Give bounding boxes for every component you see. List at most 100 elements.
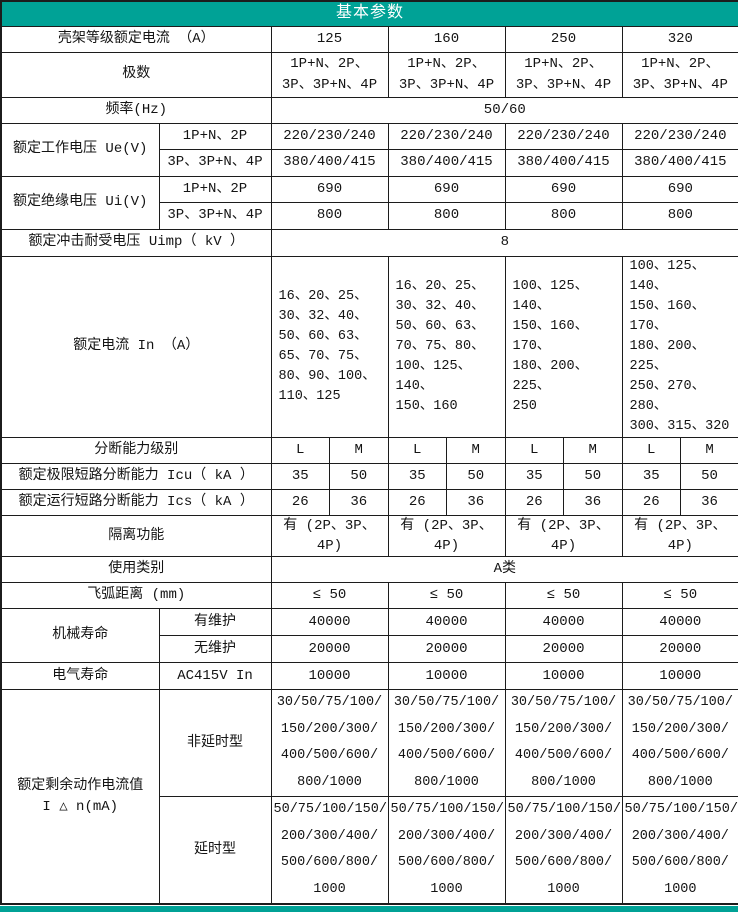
frame-current-label: 壳架等级额定电流 （A） xyxy=(1,26,271,52)
ui-value: 800 xyxy=(622,202,738,229)
frame-current-value: 160 xyxy=(388,26,505,52)
isolation-value: 有 (2P、3P、4P) xyxy=(388,515,505,557)
rcd-value: 50/75/100/150/ 200/300/400/ 500/600/800/… xyxy=(388,797,505,905)
rcd-sub-label: 延时型 xyxy=(159,797,271,905)
ui-sub-label: 3P、3P+N、4P xyxy=(159,202,271,229)
arc-distance-value: ≤ 50 xyxy=(271,583,388,609)
ue-sub-label: 3P、3P+N、4P xyxy=(159,149,271,176)
frame-current-value: 125 xyxy=(271,26,388,52)
ue-value: 380/400/415 xyxy=(271,149,388,176)
category-value: A类 xyxy=(271,557,738,583)
poles-label: 极数 xyxy=(1,52,271,97)
elec-life-value: 10000 xyxy=(505,663,622,690)
icu-value: 35 xyxy=(388,463,447,489)
uimp-value: 8 xyxy=(271,229,738,256)
elec-life-label: 电气寿命 xyxy=(1,663,159,690)
mech-life-value: 40000 xyxy=(505,609,622,636)
elec-life-value: 10000 xyxy=(271,663,388,690)
frequency-label: 频率(Hz) xyxy=(1,97,271,123)
icu-label: 额定极限短路分断能力 Icu（ kA ） xyxy=(1,463,271,489)
table-row: 频率(Hz) 50/60 xyxy=(1,97,738,123)
rcd-value: 30/50/75/100/ 150/200/300/ 400/500/600/ … xyxy=(622,690,738,797)
ui-value: 800 xyxy=(271,202,388,229)
table-row: 额定绝缘电压 Ui(V) 1P+N、2P 690 690 690 690 xyxy=(1,176,738,202)
frequency-value: 50/60 xyxy=(271,97,738,123)
icu-value: 50 xyxy=(330,463,389,489)
table-row: 分断能力级别 L M L M L M L M xyxy=(1,437,738,463)
ics-value: 26 xyxy=(271,489,330,515)
mech-life-value: 20000 xyxy=(388,636,505,663)
elec-life-sub-label: AC415V In xyxy=(159,663,271,690)
category-label: 使用类别 xyxy=(1,557,271,583)
rcd-value: 50/75/100/150/ 200/300/400/ 500/600/800/… xyxy=(622,797,738,905)
breaking-level-value: L xyxy=(505,437,564,463)
table-row: 使用类别 A类 xyxy=(1,557,738,583)
arc-distance-value: ≤ 50 xyxy=(388,583,505,609)
ui-value: 690 xyxy=(271,176,388,202)
arc-distance-value: ≤ 50 xyxy=(505,583,622,609)
elec-life-value: 10000 xyxy=(388,663,505,690)
table-row: 额定冲击耐受电压 Uimp（ kV ） 8 xyxy=(1,229,738,256)
ui-value: 800 xyxy=(388,202,505,229)
rcd-value: 30/50/75/100/ 150/200/300/ 400/500/600/ … xyxy=(271,690,388,797)
table-row: 飞弧距离 (mm) ≤ 50 ≤ 50 ≤ 50 ≤ 50 xyxy=(1,583,738,609)
rcd-value: 50/75/100/150/ 200/300/400/ 500/600/800/… xyxy=(271,797,388,905)
table-row: 极数 1P+N、2P、 3P、3P+N、4P 1P+N、2P、 3P、3P+N、… xyxy=(1,52,738,97)
ue-value: 220/230/240 xyxy=(622,123,738,149)
rated-current-value: 100、125、140、 150、160、170、 180、200、225、 2… xyxy=(622,256,738,437)
bottom-accent-bar xyxy=(0,906,738,912)
ue-value: 380/400/415 xyxy=(388,149,505,176)
mech-life-value: 40000 xyxy=(388,609,505,636)
ue-value: 380/400/415 xyxy=(505,149,622,176)
rcd-value: 50/75/100/150/ 200/300/400/ 500/600/800/… xyxy=(505,797,622,905)
ue-value: 220/230/240 xyxy=(271,123,388,149)
breaking-level-value: M xyxy=(330,437,389,463)
ui-value: 690 xyxy=(505,176,622,202)
rcd-value: 30/50/75/100/ 150/200/300/ 400/500/600/ … xyxy=(505,690,622,797)
table-title: 基本参数 xyxy=(1,1,738,26)
ue-value: 220/230/240 xyxy=(388,123,505,149)
ics-value: 36 xyxy=(681,489,738,515)
ue-value: 220/230/240 xyxy=(505,123,622,149)
ue-sub-label: 1P+N、2P xyxy=(159,123,271,149)
mech-life-value: 40000 xyxy=(622,609,738,636)
ics-value: 26 xyxy=(388,489,447,515)
icu-value: 35 xyxy=(622,463,681,489)
mech-life-value: 40000 xyxy=(271,609,388,636)
mech-life-value: 20000 xyxy=(505,636,622,663)
rated-current-value: 16、20、25、 30、32、40、 50、60、63、 70、75、80、 … xyxy=(388,256,505,437)
rated-current-value: 100、125、140、 150、160、170、 180、200、225、 2… xyxy=(505,256,622,437)
breaking-level-value: L xyxy=(388,437,447,463)
icu-value: 35 xyxy=(271,463,330,489)
ics-label: 额定运行短路分断能力 Ics（ kA ） xyxy=(1,489,271,515)
table-row: 额定工作电压 Ue(V) 1P+N、2P 220/230/240 220/230… xyxy=(1,123,738,149)
ui-sub-label: 1P+N、2P xyxy=(159,176,271,202)
table-row: 隔离功能 有 (2P、3P、4P) 有 (2P、3P、4P) 有 (2P、3P、… xyxy=(1,515,738,557)
ics-value: 36 xyxy=(330,489,389,515)
icu-value: 50 xyxy=(447,463,506,489)
poles-value: 1P+N、2P、 3P、3P+N、4P xyxy=(622,52,738,97)
ics-value: 26 xyxy=(505,489,564,515)
poles-value: 1P+N、2P、 3P、3P+N、4P xyxy=(271,52,388,97)
rcd-sub-label: 非延时型 xyxy=(159,690,271,797)
poles-value: 1P+N、2P、 3P、3P+N、4P xyxy=(505,52,622,97)
rcd-value: 30/50/75/100/ 150/200/300/ 400/500/600/ … xyxy=(388,690,505,797)
table-row: 机械寿命 有维护 40000 40000 40000 40000 xyxy=(1,609,738,636)
mech-life-value: 20000 xyxy=(271,636,388,663)
ui-label: 额定绝缘电压 Ui(V) xyxy=(1,176,159,229)
table-row: 额定极限短路分断能力 Icu（ kA ） 35 50 35 50 35 50 3… xyxy=(1,463,738,489)
rated-current-label: 额定电流 In （A） xyxy=(1,256,271,437)
table-row: 额定剩余动作电流值 I △ n(mA) 非延时型 30/50/75/100/ 1… xyxy=(1,690,738,797)
icu-value: 50 xyxy=(564,463,623,489)
icu-value: 35 xyxy=(505,463,564,489)
isolation-label: 隔离功能 xyxy=(1,515,271,557)
breaking-level-value: M xyxy=(681,437,738,463)
breaking-level-value: L xyxy=(271,437,330,463)
table-row: 壳架等级额定电流 （A） 125 160 250 320 xyxy=(1,26,738,52)
ics-value: 36 xyxy=(447,489,506,515)
mech-life-sub-label: 有维护 xyxy=(159,609,271,636)
ui-value: 690 xyxy=(622,176,738,202)
breaking-level-label: 分断能力级别 xyxy=(1,437,271,463)
